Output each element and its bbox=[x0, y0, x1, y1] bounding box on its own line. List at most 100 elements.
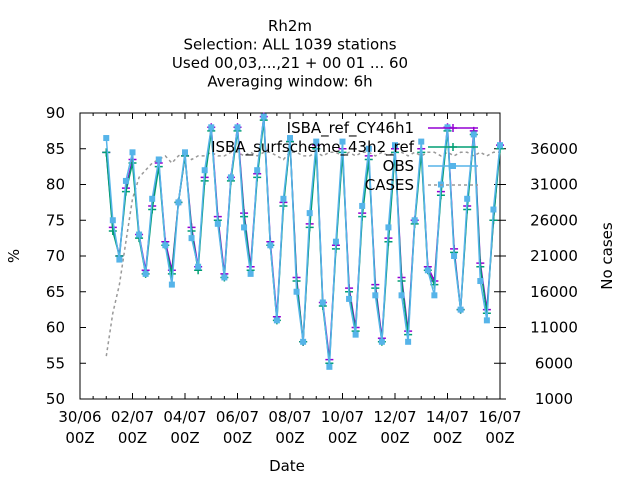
data-point bbox=[287, 135, 293, 142]
y2-tick-label: 11000 bbox=[530, 319, 578, 337]
data-point bbox=[155, 156, 162, 163]
y-tick-label: 70 bbox=[46, 247, 65, 265]
x-tick-label: 04/07 bbox=[163, 408, 206, 426]
y-tick-label: 85 bbox=[46, 140, 65, 158]
y-tick-label: 75 bbox=[46, 211, 65, 229]
data-point bbox=[108, 226, 117, 235]
data-point bbox=[254, 167, 261, 174]
y-tick-label: 50 bbox=[46, 390, 65, 408]
title-line: Selection: ALL 1039 stations bbox=[183, 36, 396, 54]
data-point bbox=[392, 142, 398, 149]
y-tick-label: 80 bbox=[46, 176, 65, 194]
data-point bbox=[175, 199, 182, 206]
x-tick-label: 06/07 bbox=[216, 408, 259, 426]
data-point bbox=[142, 270, 149, 277]
data-point bbox=[365, 145, 372, 152]
legend-marker bbox=[449, 143, 457, 151]
data-point bbox=[405, 338, 412, 345]
x-tick-label: 14/07 bbox=[426, 408, 469, 426]
data-point bbox=[162, 242, 169, 249]
data-point bbox=[208, 124, 215, 131]
legend-marker bbox=[449, 124, 457, 132]
data-point bbox=[300, 338, 307, 345]
x-tick-label: 00Z bbox=[223, 429, 252, 447]
data-point bbox=[280, 195, 287, 202]
data-point bbox=[451, 253, 458, 259]
data-point bbox=[195, 263, 202, 270]
data-point bbox=[122, 177, 129, 184]
data-point bbox=[431, 292, 438, 299]
data-point bbox=[352, 331, 359, 338]
data-point bbox=[332, 238, 339, 245]
title-line: Averaging window: 6h bbox=[207, 73, 372, 91]
data-point bbox=[306, 210, 313, 217]
data-point bbox=[214, 220, 221, 227]
x-axis-label: Date bbox=[269, 457, 305, 475]
legend-label: CASES bbox=[365, 176, 414, 194]
y-tick-label: 55 bbox=[46, 354, 65, 372]
data-point bbox=[201, 167, 208, 174]
data-point bbox=[424, 267, 431, 274]
data-point bbox=[372, 292, 379, 299]
y2-tick-label: 21000 bbox=[530, 247, 578, 265]
y2-tick-label: 1000 bbox=[535, 390, 573, 408]
data-point bbox=[267, 242, 274, 249]
data-point bbox=[293, 288, 300, 295]
data-point bbox=[464, 195, 471, 202]
data-point bbox=[136, 231, 143, 238]
x-tick-label: 00Z bbox=[433, 429, 462, 447]
y2-tick-label: 26000 bbox=[530, 211, 578, 229]
data-point bbox=[168, 281, 175, 288]
data-point bbox=[398, 292, 405, 299]
x-axis: 30/06 00Z 02/07 00Z 04/07 00Z 06/07 00Z 08/07 00Z… bbox=[58, 113, 522, 447]
x-tick-label: 10/07 bbox=[321, 408, 364, 426]
data-point bbox=[247, 270, 254, 277]
data-point bbox=[490, 206, 497, 213]
x-tick-label: 16/07 bbox=[478, 408, 521, 426]
data-point bbox=[326, 363, 333, 370]
y2-axis: 1000 6000 11000 16000 21000 26000 31000 36000 bbox=[500, 140, 578, 408]
legend-label: OBS bbox=[383, 157, 414, 175]
data-point bbox=[109, 217, 116, 224]
data-point bbox=[483, 317, 490, 324]
data-point bbox=[385, 224, 392, 231]
y2-axis-label: No cases bbox=[598, 222, 616, 290]
data-point bbox=[273, 317, 280, 324]
data-point bbox=[182, 149, 188, 156]
data-point bbox=[129, 149, 136, 156]
data-point bbox=[188, 235, 195, 242]
data-point bbox=[260, 113, 267, 120]
x-tick-label: 00Z bbox=[485, 429, 514, 447]
legend-marker bbox=[450, 163, 456, 169]
data-point bbox=[102, 148, 111, 157]
y-tick-label: 90 bbox=[46, 104, 65, 122]
x-tick-label: 00Z bbox=[118, 429, 147, 447]
x-tick-label: 08/07 bbox=[268, 408, 311, 426]
x-tick-label: 02/07 bbox=[111, 408, 154, 426]
data-point bbox=[227, 174, 234, 181]
x-tick-label: 00Z bbox=[65, 429, 94, 447]
y-tick-label: 60 bbox=[46, 319, 65, 337]
data-point bbox=[359, 202, 366, 209]
x-tick-label: 30/06 bbox=[58, 408, 101, 426]
title-line: Rh2m bbox=[268, 17, 312, 35]
x-tick-label: 00Z bbox=[328, 429, 357, 447]
y-axis-label: % bbox=[5, 249, 23, 263]
y2-tick-label: 31000 bbox=[530, 176, 578, 194]
data-point bbox=[339, 138, 346, 145]
data-point bbox=[221, 274, 228, 281]
cases-line bbox=[105, 151, 500, 357]
data-point bbox=[457, 306, 464, 313]
data-point bbox=[411, 217, 418, 224]
data-point bbox=[149, 195, 156, 202]
data-point bbox=[313, 138, 320, 145]
data-point bbox=[234, 124, 241, 131]
data-point bbox=[241, 224, 248, 231]
data-point bbox=[470, 131, 477, 138]
series-layer bbox=[102, 112, 504, 370]
data-point bbox=[319, 299, 326, 306]
y2-tick-label: 6000 bbox=[535, 354, 573, 372]
title-line: Used 00,03,...,21 + 00 01 ... 60 bbox=[172, 54, 408, 72]
